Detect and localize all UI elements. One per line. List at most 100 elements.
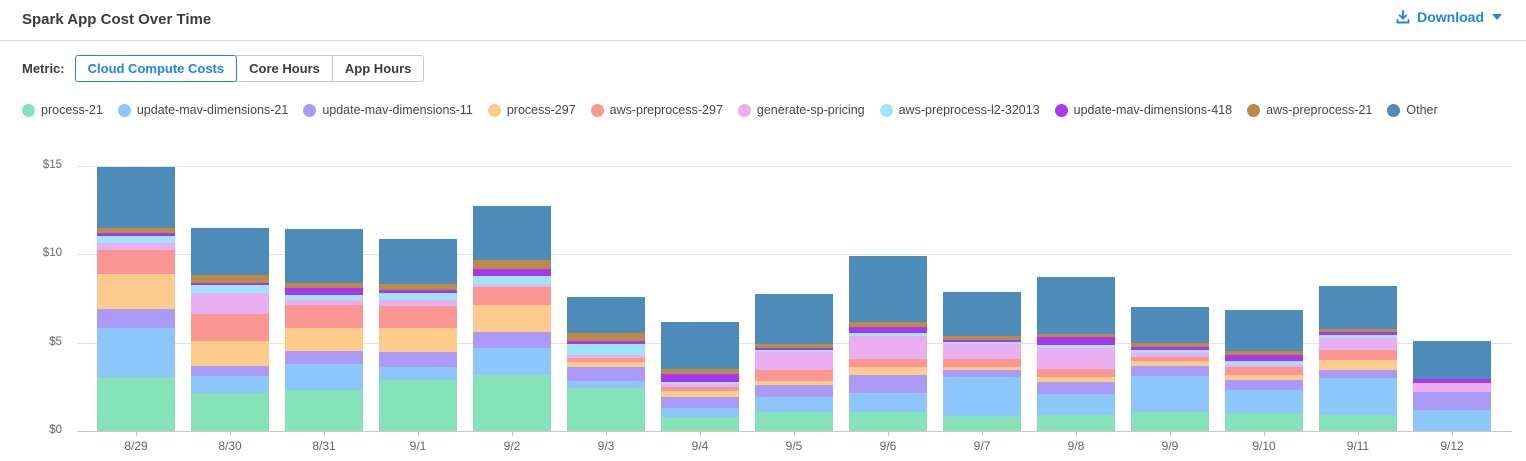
- legend-item-aws-preprocess-l2-32013[interactable]: aws-preprocess-l2-32013: [879, 103, 1040, 117]
- bar-segment-aws-preprocess-l2-32013: [1225, 361, 1303, 365]
- bar-segment-aws-preprocess-l2-32013: [473, 276, 551, 286]
- legend-swatch: [737, 103, 751, 117]
- bar-segment-update-mav-dimensions-418: [1225, 355, 1303, 362]
- bar-segment-aws-preprocess-21: [1037, 333, 1115, 338]
- bar-segment-aws-preprocess-l2-32013: [943, 341, 1021, 345]
- bar-segment-other: [97, 166, 175, 228]
- bar-9-4: [661, 321, 739, 431]
- bar-segment-aws-preprocess-297: [1225, 367, 1303, 375]
- x-axis-label: 9/8: [1067, 439, 1085, 453]
- bar-segment-aws-preprocess-l2-32013: [755, 349, 833, 353]
- legend-swatch: [1054, 103, 1068, 117]
- bar-segment-other: [567, 296, 645, 334]
- bar-segment-other: [1319, 286, 1397, 329]
- bar-segment-update-mav-dimensions-418: [1319, 332, 1397, 335]
- legend-item-other[interactable]: Other: [1387, 103, 1438, 117]
- bar-8-30: [191, 227, 269, 431]
- y-tick-label: $5: [49, 335, 62, 348]
- x-axis-label: 9/1: [409, 439, 427, 453]
- bar-segment-process-21: [97, 377, 175, 431]
- bar-segment-aws-preprocess-21: [1225, 350, 1303, 356]
- bar-segment-generate-sp-pricing: [97, 242, 175, 250]
- x-axis-tick: [1170, 431, 1171, 436]
- bar-segment-aws-preprocess-297: [849, 358, 927, 367]
- bar-segment-process-21: [191, 393, 269, 431]
- bar-segment-update-mav-dimensions-21: [1319, 378, 1397, 416]
- bar-segment-generate-sp-pricing: [1225, 364, 1303, 368]
- bar-segment-update-mav-dimensions-11: [379, 352, 457, 367]
- legend-item-aws-preprocess-297[interactable]: aws-preprocess-297: [590, 103, 723, 117]
- y-tick-label: $10: [42, 247, 62, 260]
- legend-item-aws-preprocess-21[interactable]: aws-preprocess-21: [1247, 103, 1372, 117]
- bar-segment-aws-preprocess-297: [379, 305, 457, 328]
- legend-item-process-21[interactable]: process-21: [22, 103, 103, 117]
- bar-segment-process-21: [1131, 412, 1209, 431]
- bar-9-6: [849, 256, 927, 431]
- stacked-bar-chart: $0 $5 $10 $15 8/29 8/30 8/31 9/1 9/2 9/3 9/4 9/5 9/6…: [0, 150, 1526, 461]
- download-button[interactable]: Download: [1395, 9, 1502, 25]
- bar-segment-generate-sp-pricing: [191, 293, 269, 314]
- legend-swatch: [590, 103, 604, 117]
- bar-segment-process-297: [943, 366, 1021, 371]
- bar-segment-process-21: [943, 415, 1021, 431]
- bar-segment-update-mav-dimensions-11: [849, 375, 927, 394]
- x-axis-tick: [606, 431, 607, 436]
- legend-swatch: [1387, 103, 1401, 117]
- bar-segment-update-mav-dimensions-21: [1413, 409, 1491, 431]
- x-axis-tick: [888, 431, 889, 436]
- x-axis-tick: [794, 431, 795, 436]
- bar-segment-update-mav-dimensions-21: [191, 376, 269, 394]
- legend-item-process-297[interactable]: process-297: [487, 103, 576, 117]
- bar-segment-aws-preprocess-21: [567, 333, 645, 341]
- bar-segment-aws-preprocess-l2-32013: [97, 235, 175, 243]
- metric-tab-app-hours[interactable]: App Hours: [331, 55, 425, 82]
- bar-segment-aws-preprocess-l2-32013: [849, 333, 927, 336]
- bar-segment-aws-preprocess-21: [1319, 328, 1397, 333]
- metric-row: Metric: Cloud Compute Costs Core Hours A…: [22, 55, 425, 82]
- x-axis-tick: [230, 431, 231, 436]
- bar-segment-aws-preprocess-21: [755, 343, 833, 349]
- legend-label: aws-preprocess-l2-32013: [898, 103, 1040, 117]
- legend-item-update-mav-dimensions-21[interactable]: update-mav-dimensions-21: [117, 103, 288, 117]
- legend-swatch: [22, 103, 35, 117]
- x-axis-tick: [512, 431, 513, 436]
- bar-segment-update-mav-dimensions-11: [473, 332, 551, 348]
- bar-segment-process-297: [97, 273, 175, 310]
- x-axis-label: 9/7: [973, 439, 991, 453]
- bar-segment-process-297: [1131, 361, 1209, 366]
- bar-segment-aws-preprocess-21: [97, 227, 175, 234]
- legend-swatch: [117, 103, 131, 117]
- bar-segment-update-mav-dimensions-11: [1413, 392, 1491, 410]
- bar-segment-aws-preprocess-l2-32013: [661, 381, 739, 385]
- metric-tab-core-hours[interactable]: Core Hours: [236, 55, 333, 82]
- bar-segment-process-297: [849, 366, 927, 376]
- bar-segment-aws-preprocess-l2-32013: [191, 285, 269, 294]
- bar-segment-update-mav-dimensions-11: [755, 385, 833, 397]
- bar-segment-update-mav-dimensions-418: [379, 289, 457, 294]
- bar-segment-process-297: [1037, 377, 1115, 383]
- bar-segment-other: [1413, 340, 1491, 379]
- bar-9-5: [755, 294, 833, 431]
- bar-segment-other: [849, 256, 927, 323]
- bar-segment-generate-sp-pricing: [1319, 338, 1397, 350]
- bar-segment-update-mav-dimensions-418: [1037, 337, 1115, 346]
- bar-segment-update-mav-dimensions-21: [97, 327, 175, 378]
- bar-segment-update-mav-dimensions-21: [1131, 376, 1209, 413]
- header-divider: [0, 40, 1526, 41]
- bar-segment-update-mav-dimensions-11: [567, 366, 645, 381]
- bar-segment-process-21: [1225, 413, 1303, 431]
- bar-segment-other: [943, 292, 1021, 336]
- legend-item-update-mav-dimensions-418[interactable]: update-mav-dimensions-418: [1054, 103, 1232, 117]
- bar-segment-aws-preprocess-21: [473, 259, 551, 269]
- x-axis-label: 8/31: [312, 439, 336, 453]
- legend-item-update-mav-dimensions-11[interactable]: update-mav-dimensions-11: [303, 103, 473, 117]
- bar-segment-generate-sp-pricing: [473, 285, 551, 288]
- x-axis-label: 9/4: [691, 439, 709, 453]
- bar-segment-other: [285, 228, 363, 283]
- bar-segment-aws-preprocess-297: [473, 287, 551, 305]
- bar-segment-aws-preprocess-l2-32013: [285, 295, 363, 301]
- bar-segment-aws-preprocess-297: [97, 249, 175, 274]
- chart-legend: process-21 update-mav-dimensions-21 update…: [22, 103, 1453, 117]
- legend-item-generate-sp-pricing[interactable]: generate-sp-pricing: [737, 103, 865, 117]
- metric-tab-cloud-compute-costs[interactable]: Cloud Compute Costs: [74, 55, 238, 82]
